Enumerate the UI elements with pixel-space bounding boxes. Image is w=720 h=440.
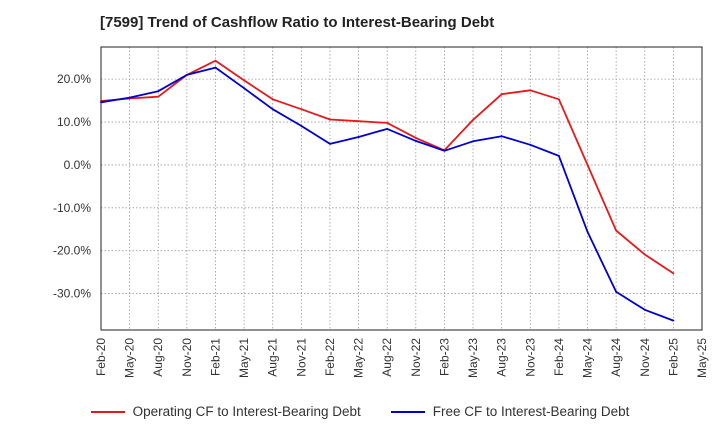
data-point xyxy=(500,135,503,138)
x-tick-label: Aug-23 xyxy=(495,338,509,377)
data-point xyxy=(414,140,417,142)
data-point xyxy=(386,121,389,124)
data-point xyxy=(157,90,160,93)
x-tick-label: May-23 xyxy=(466,338,480,378)
legend-swatch xyxy=(90,410,125,413)
grid-layer xyxy=(101,47,702,330)
data-point xyxy=(672,272,675,275)
data-point xyxy=(472,118,474,121)
data-point xyxy=(558,155,560,157)
data-point xyxy=(615,290,618,293)
y-tick-label: 20.0% xyxy=(57,72,91,86)
data-point xyxy=(300,108,303,111)
data-point xyxy=(586,164,589,166)
data-point xyxy=(472,140,474,143)
plot-frame xyxy=(100,46,703,331)
x-tick-label: Feb-24 xyxy=(552,338,566,376)
legend-item: Free CF to Interest-Bearing Debt xyxy=(390,404,630,419)
x-tick-label: May-21 xyxy=(237,338,251,378)
data-point xyxy=(643,308,646,311)
data-point xyxy=(271,98,274,101)
legend-label: Operating CF to Interest-Bearing Debt xyxy=(132,404,361,419)
x-tick-label: Aug-22 xyxy=(380,338,394,377)
data-point xyxy=(386,127,389,130)
data-point xyxy=(329,118,331,121)
data-point xyxy=(529,89,532,92)
x-tick-label: Aug-21 xyxy=(266,338,280,377)
data-point xyxy=(443,149,446,152)
x-tick-label: Nov-22 xyxy=(409,338,423,377)
legend-label: Free CF to Interest-Bearing Debt xyxy=(432,404,630,419)
data-point xyxy=(300,124,303,127)
x-tick-label: May-20 xyxy=(123,338,137,378)
y-tick-label: -20.0% xyxy=(53,244,91,258)
series-layer xyxy=(100,59,675,322)
data-point xyxy=(529,143,532,146)
x-tick-label: Nov-20 xyxy=(180,338,194,377)
data-point xyxy=(243,87,245,90)
data-point xyxy=(243,79,245,82)
x-tick-label: Feb-20 xyxy=(94,338,108,376)
data-point xyxy=(185,73,188,76)
data-point xyxy=(128,96,131,99)
data-point xyxy=(414,137,417,139)
x-tick-label: May-25 xyxy=(695,338,709,378)
y-tick-label: -30.0% xyxy=(53,287,91,301)
x-tick-label: May-22 xyxy=(352,338,366,378)
data-point xyxy=(357,136,360,138)
data-point xyxy=(214,59,217,62)
chart-title: [7599] Trend of Cashflow Ratio to Intere… xyxy=(100,14,495,31)
y-tick-label: 10.0% xyxy=(57,115,91,129)
x-tick-label: Nov-23 xyxy=(523,338,537,377)
x-tick-label: Feb-23 xyxy=(437,338,451,376)
y-tick-label: 0.0% xyxy=(64,158,92,172)
data-point xyxy=(615,229,618,232)
y-tick-label: -10.0% xyxy=(53,201,91,215)
data-point xyxy=(214,66,217,69)
x-tick-label: Aug-24 xyxy=(609,338,623,377)
data-point xyxy=(329,143,331,145)
data-point xyxy=(586,230,589,233)
y-axis-tick-labels: 20.0% 10.0% 0.0% -10.0% -20.0% -30.0% xyxy=(53,72,91,300)
data-point xyxy=(672,319,675,322)
data-point xyxy=(643,253,646,256)
data-point xyxy=(357,120,360,123)
legend: Operating CF to Interest-Bearing Debt Fre… xyxy=(0,404,720,419)
data-point xyxy=(500,93,503,96)
data-point xyxy=(157,95,160,98)
legend-item: Operating CF to Interest-Bearing Debt xyxy=(90,404,361,419)
x-axis-tick-labels: Feb-20 May-20 Aug-20 Nov-20 Feb-21 May-21 Aug-… xyxy=(94,338,709,378)
data-point xyxy=(558,98,560,101)
x-tick-label: Aug-20 xyxy=(151,338,165,377)
x-tick-label: Feb-25 xyxy=(666,338,680,376)
legend-swatch xyxy=(390,410,425,413)
data-point xyxy=(271,108,274,111)
x-tick-label: Nov-21 xyxy=(294,338,308,377)
x-tick-label: Feb-22 xyxy=(323,338,337,376)
x-tick-label: Nov-24 xyxy=(638,338,652,377)
x-tick-label: May-24 xyxy=(581,338,595,378)
x-tick-label: Feb-21 xyxy=(208,338,222,376)
